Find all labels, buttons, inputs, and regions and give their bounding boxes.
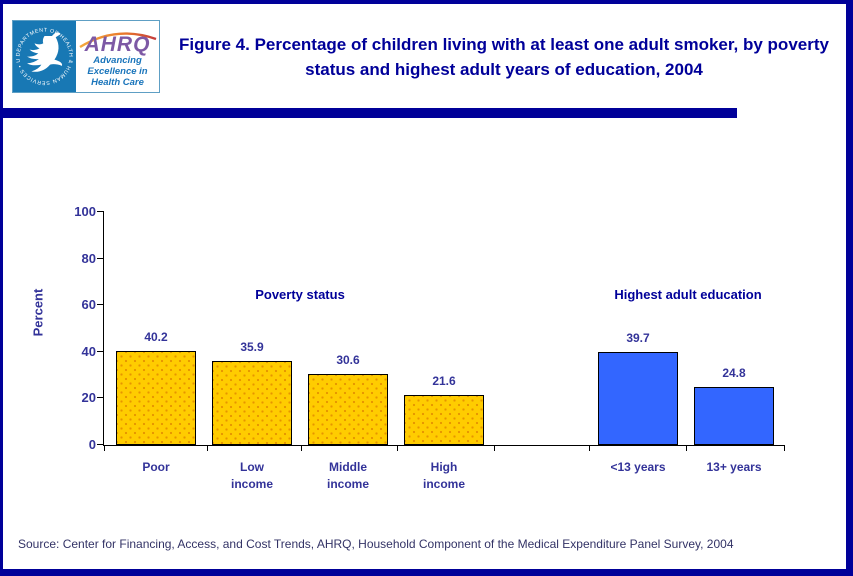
tagline-line-1: Advancing xyxy=(93,55,142,66)
hhs-logo: DEPARTMENT OF HEALTH & HUMAN SERVICES • … xyxy=(13,21,76,92)
y-axis-title: Percent xyxy=(30,288,46,337)
y-axis-tick xyxy=(97,351,104,352)
hhs-eagle-icon: DEPARTMENT OF HEALTH & HUMAN SERVICES • … xyxy=(13,21,73,85)
category-label-line: Low xyxy=(240,460,264,474)
x-axis-tick xyxy=(104,445,105,451)
x-axis-tick xyxy=(397,445,398,451)
y-axis-tick xyxy=(97,258,104,259)
ahrq-arc-icon xyxy=(79,32,157,49)
x-axis-tick xyxy=(301,445,302,451)
category-label-line: Middle xyxy=(329,460,367,474)
category-label-line: income xyxy=(326,477,369,491)
data-label-13plus-years: 24.8 xyxy=(722,366,746,380)
category-label-lt13-years: <13 years xyxy=(592,459,684,476)
data-label-poor: 40.2 xyxy=(144,330,168,344)
frame-border-bottom xyxy=(0,569,853,576)
category-label-line: income xyxy=(230,477,273,491)
source-note: Source: Center for Financing, Access, an… xyxy=(18,537,734,551)
group-label-poverty-status: Poverty status xyxy=(255,287,345,302)
ahrq-logo: AHRQ Advancing Excellence in Health Care xyxy=(76,21,159,92)
figure-title: Figure 4. Percentage of children living … xyxy=(179,35,829,79)
category-label-line: Poor xyxy=(142,460,170,474)
agency-logo: DEPARTMENT OF HEALTH & HUMAN SERVICES • … xyxy=(12,20,160,93)
ahrq-acronym: AHRQ xyxy=(84,33,151,56)
x-axis-tick xyxy=(589,445,590,451)
bar-low-income xyxy=(212,361,292,445)
y-axis-tick xyxy=(97,444,104,445)
category-label-high-income: High income xyxy=(398,459,490,493)
category-label-low-income: Low income xyxy=(206,459,298,493)
category-label-line: 13+ years xyxy=(706,460,762,474)
header-divider-bar xyxy=(0,108,737,118)
frame-border-top xyxy=(0,0,853,4)
data-label-lt13-years: 39.7 xyxy=(626,331,650,345)
y-axis-tick-label: 60 xyxy=(81,297,96,312)
tagline-line-3: Health Care xyxy=(91,77,144,88)
category-label-middle-income: Middle income xyxy=(302,459,394,493)
y-axis-tick xyxy=(97,397,104,398)
data-label-middle-income: 30.6 xyxy=(336,353,360,367)
ahrq-tagline: Advancing Excellence in Health Care xyxy=(76,55,159,88)
data-label-low-income: 35.9 xyxy=(240,340,264,354)
y-axis-tick-label: 0 xyxy=(88,437,96,452)
bar-middle-income xyxy=(308,374,388,445)
bar-poor xyxy=(116,351,196,445)
y-axis-tick xyxy=(97,211,104,212)
x-axis-tick xyxy=(207,445,208,451)
bar-lt13-years xyxy=(598,352,678,445)
category-label-13plus-years: 13+ years xyxy=(688,459,780,476)
group-label-highest-adult-education: Highest adult education xyxy=(614,287,762,302)
frame-border-left xyxy=(0,0,3,576)
frame-border-right xyxy=(846,0,853,576)
y-axis-tick-label: 40 xyxy=(81,344,96,359)
y-axis-tick-label: 80 xyxy=(81,251,96,266)
y-axis-tick-label: 20 xyxy=(81,390,96,405)
category-label-poor: Poor xyxy=(110,459,202,476)
data-label-high-income: 21.6 xyxy=(432,374,456,388)
category-label-line: High xyxy=(430,460,458,474)
x-axis-tick xyxy=(784,445,785,451)
y-axis-tick xyxy=(97,304,104,305)
x-axis-tick xyxy=(686,445,687,451)
plot-area: 40.2 35.9 30.6 21.6 39.7 24.8 xyxy=(97,211,785,451)
bar-high-income xyxy=(404,395,484,445)
category-label-line: <13 years xyxy=(610,460,666,474)
x-axis-tick xyxy=(494,445,495,451)
bar-13plus-years xyxy=(694,387,774,445)
y-axis-tick-label: 100 xyxy=(74,204,96,219)
category-label-line: income xyxy=(422,477,465,491)
tagline-line-2: Excellence in xyxy=(87,66,148,77)
